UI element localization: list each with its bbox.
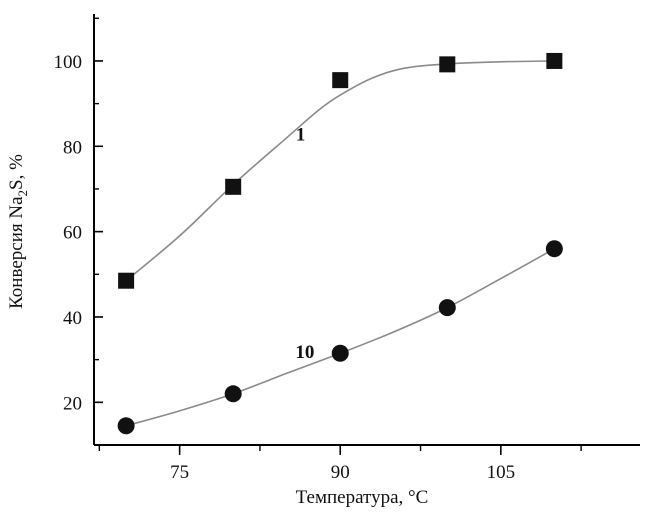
series-10-point (117, 417, 135, 435)
y-axis-title-subscript: 2 (15, 190, 30, 197)
series-1-label: 1 (296, 124, 306, 145)
y-tick-label: 40 (63, 308, 82, 329)
curves (125, 60, 555, 427)
series-10-label: 10 (295, 342, 314, 363)
x-tick-label: 90 (331, 462, 350, 483)
series-10-point (545, 240, 563, 258)
x-axis-title: Температура, °С (296, 487, 429, 508)
series-1-point (118, 272, 135, 289)
y-tick-label: 80 (63, 137, 82, 158)
series-10-line (125, 248, 555, 427)
y-tick-label: 100 (54, 52, 83, 73)
y-axis-title-suffix: S, % (6, 154, 27, 190)
y-axis-title-prefix: Конверсия Na (6, 196, 27, 309)
series-10-point (331, 344, 349, 362)
y-tick-label: 60 (63, 223, 82, 244)
series-10-point (224, 385, 242, 403)
series-1-point (439, 56, 456, 73)
y-axis-title: Конверсия Na2S, % (6, 154, 30, 309)
ticks: 20 40 60 80 100 75 90 105 (54, 17, 582, 483)
y-tick-label: 20 (63, 393, 82, 414)
labels: 1 10 (295, 124, 314, 363)
series-1-line (125, 60, 555, 282)
markers (117, 52, 563, 435)
x-tick-label: 105 (487, 462, 516, 483)
series-1-point (546, 52, 563, 69)
series-1-point (332, 72, 349, 89)
axes (93, 14, 640, 446)
series-1-point (225, 178, 242, 195)
series-10-point (438, 299, 456, 317)
x-tick-label: 75 (170, 462, 189, 483)
